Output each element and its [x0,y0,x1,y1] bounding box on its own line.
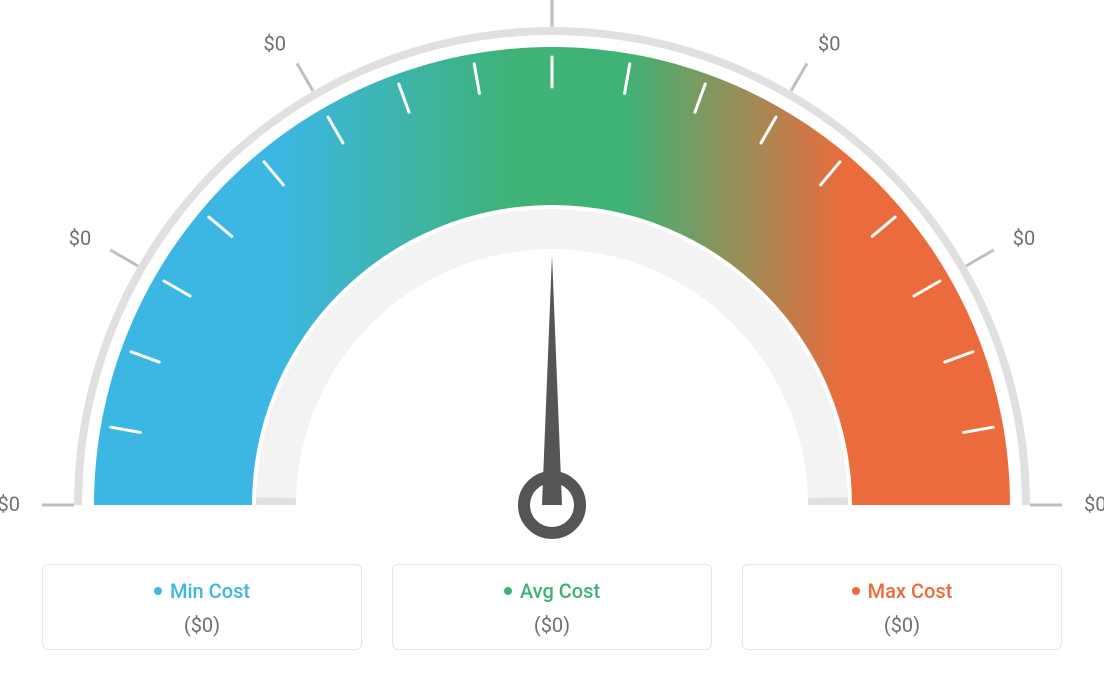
svg-text:$0: $0 [264,31,286,55]
legend-value-min: ($0) [53,613,351,637]
svg-text:$0: $0 [69,226,91,250]
legend-card-max: Max Cost ($0) [742,564,1062,650]
legend-dot-max [852,587,860,595]
legend-label-row: Min Cost [53,579,351,603]
gauge-chart: $0$0$0$0$0$0$0 [0,0,1104,560]
legend-label-row: Max Cost [753,579,1051,603]
svg-text:$0: $0 [1084,492,1104,516]
legend-dot-min [154,587,162,595]
legend-row: Min Cost ($0) Avg Cost ($0) Max Cost ($0… [0,564,1104,650]
legend-label-row: Avg Cost [403,579,701,603]
legend-card-avg: Avg Cost ($0) [392,564,712,650]
legend-label-min: Min Cost [170,579,250,603]
svg-text:$0: $0 [818,31,840,55]
legend-value-max: ($0) [753,613,1051,637]
svg-text:$0: $0 [0,492,20,516]
legend-card-min: Min Cost ($0) [42,564,362,650]
legend-value-avg: ($0) [403,613,701,637]
svg-text:$0: $0 [1013,226,1035,250]
gauge-svg: $0$0$0$0$0$0$0 [0,0,1104,560]
legend-dot-avg [504,587,512,595]
legend-label-max: Max Cost [868,579,953,603]
legend-label-avg: Avg Cost [520,579,600,603]
